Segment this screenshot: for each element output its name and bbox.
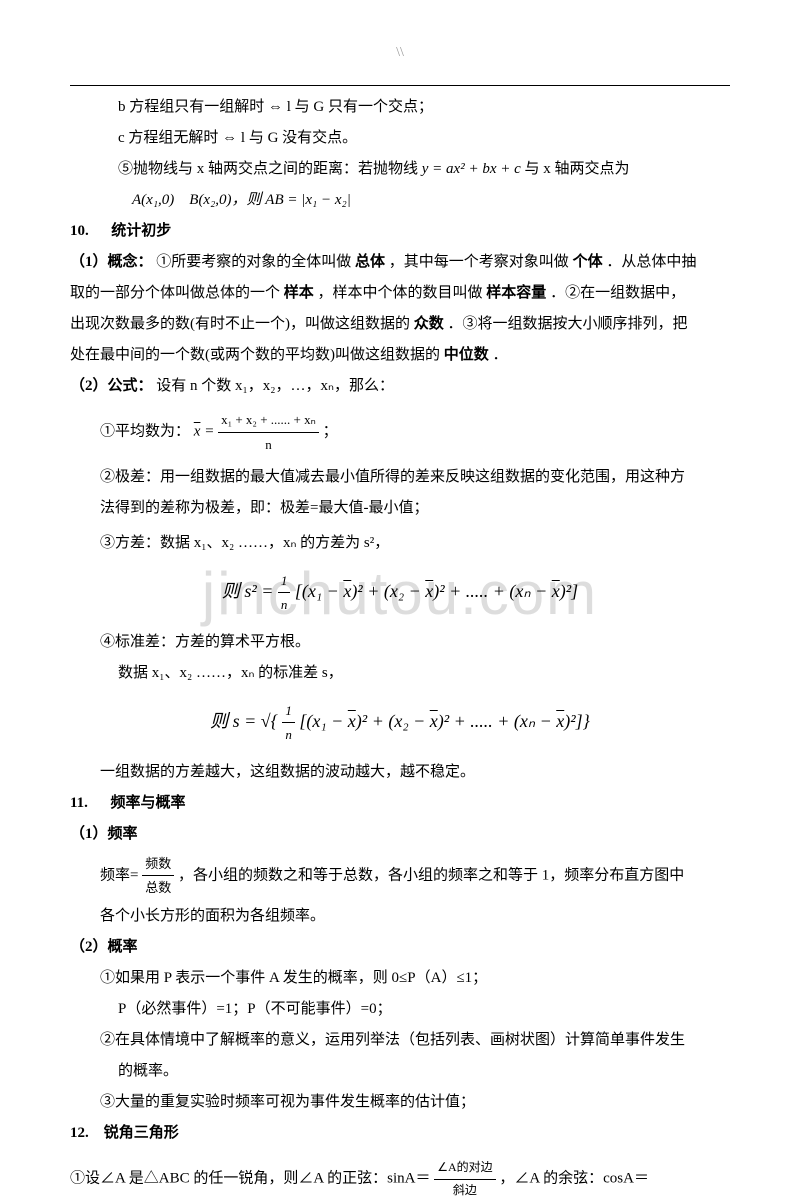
numerator: 1 bbox=[278, 569, 291, 593]
text-line: 处在最中间的一个数(或两个数的平均数)叫做这组数据的 中位数 ． bbox=[70, 342, 730, 369]
text-line: b 方程组只有一组解时 ⇔ l 与 G 只有一个交点； bbox=[70, 94, 730, 121]
text-line: 取的一部分个体叫做总体的一个 样本 ，样本中个体的数目叫做 样本容量 ．②在一组… bbox=[70, 280, 730, 307]
text: ．从总体中抽 bbox=[606, 254, 696, 270]
text-line: P（必然事件）=1；P（不可能事件）=0； bbox=[70, 996, 730, 1023]
text-line: A(x₁,0) B(x₂,0)，则 AB = |x₁ − x₂| bbox=[70, 187, 730, 214]
formula: A(x₁,0) B(x₂,0)，则 AB = |x₁ − x₂| bbox=[132, 192, 351, 208]
formula-display: 则 s = √{ 1 n [(x₁ − x)² + (x₂ − x)² + ..… bbox=[70, 699, 730, 747]
text-line: c 方程组无解时 ⇔ l 与 G 没有交点。 bbox=[70, 125, 730, 152]
text-line: ①设∠A 是△ABC 的任一锐角，则∠A 的正弦：sinA＝ ∠A的对边 斜边 … bbox=[70, 1157, 730, 1201]
header-rule bbox=[70, 85, 730, 86]
text-line: 出现次数最多的数(有时不止一个)，叫做这组数据的 众数 ．③将一组数据按大小顺序… bbox=[70, 311, 730, 338]
text: 出现次数最多的数(有时不止一个)，叫做这组数据的 bbox=[70, 316, 410, 332]
formula-text: [(x₁ − x)² + (x₂ − x)² + ..... + (xₙ − x… bbox=[299, 711, 589, 731]
denominator: n bbox=[282, 723, 295, 746]
section-number: 12. bbox=[70, 1125, 89, 1141]
document-content: b 方程组只有一组解时 ⇔ l 与 G 只有一个交点； c 方程组无解时 ⇔ l… bbox=[70, 94, 730, 1201]
text: ⑤抛物线与 x 轴两交点之间的距离：若抛物线 bbox=[118, 161, 422, 177]
formula-text: 则 s = √{ bbox=[210, 711, 278, 731]
text: ，∠A 的余弦：cosA＝ bbox=[499, 1171, 649, 1187]
text: ； bbox=[323, 424, 338, 440]
text: ①所要考察的对象的全体叫做 bbox=[156, 254, 351, 270]
text-line: 法得到的差称为极差，即：极差=最大值-最小值； bbox=[70, 495, 730, 522]
text-line: 各个小长方形的面积为各组频率。 bbox=[70, 903, 730, 930]
text-line: ②在具体情境中了解概率的意义，运用列举法（包括列表、画树状图）计算简单事件发生 bbox=[70, 1027, 730, 1054]
numerator: x₁ + x₂ + ...... + xₙ bbox=[218, 408, 319, 432]
fraction: 1 n bbox=[282, 699, 295, 747]
text: ①平均数为： bbox=[100, 424, 190, 440]
section-title: 统计初步 bbox=[111, 223, 171, 239]
sub-label: （2）概率 bbox=[70, 934, 730, 961]
formula-text: 则 s² = bbox=[222, 581, 278, 601]
section-heading: 11. 频率与概率 bbox=[70, 790, 730, 817]
text-line: ④标准差：方差的算术平方根。 bbox=[70, 629, 730, 656]
numerator: ∠A的对边 bbox=[434, 1157, 495, 1180]
text: ．③将一组数据按大小顺序排列，把 bbox=[448, 316, 688, 332]
formula-text: [(x₁ − x)² + (x₂ − x)² + ..... + (xₙ − x… bbox=[295, 581, 578, 601]
section-title: 频率与概率 bbox=[110, 795, 185, 811]
term: 样本 bbox=[284, 285, 314, 301]
formula-display: 则 s² = 1 n [(x₁ − x)² + (x₂ − x)² + ....… bbox=[70, 569, 730, 617]
term: 总体 bbox=[355, 254, 385, 270]
denominator: 斜边 bbox=[434, 1180, 495, 1202]
term: 众数 bbox=[414, 316, 444, 332]
sub-label: （2）公式： bbox=[70, 378, 153, 394]
xbar: x bbox=[194, 424, 201, 440]
term: 中位数 bbox=[444, 347, 489, 363]
numerator: 频数 bbox=[142, 852, 174, 876]
text: ．②在一组数据中， bbox=[550, 285, 685, 301]
denominator: n bbox=[278, 593, 291, 616]
denominator: n bbox=[218, 433, 319, 456]
text: 频率= bbox=[100, 867, 138, 883]
text-line: （1）概念： ①所要考察的对象的全体叫做 总体 ，其中每一个考察对象叫做 个体 … bbox=[70, 249, 730, 276]
fraction: 1 n bbox=[278, 569, 291, 617]
text-line: ⑤抛物线与 x 轴两交点之间的距离：若抛物线 y = ax² + bx + c … bbox=[70, 156, 730, 183]
text-line: （2）公式： 设有 n 个数 x₁，x₂，…，xₙ，那么： bbox=[70, 373, 730, 400]
fraction: ∠A的对边 斜边 bbox=[434, 1157, 495, 1201]
text-line: 频率= 频数 总数 ，各小组的频数之和等于总数，各小组的频率之和等于 1，频率分… bbox=[70, 852, 730, 900]
formula: y = ax² + bx + c bbox=[422, 161, 521, 177]
equals: = bbox=[204, 424, 218, 440]
term: 个体 bbox=[573, 254, 603, 270]
section-heading: 12. 锐角三角形 bbox=[70, 1120, 730, 1147]
sub-label: （1）概念： bbox=[70, 254, 153, 270]
text-line: ③大量的重复实验时频率可视为事件发生概率的估计值； bbox=[70, 1089, 730, 1116]
text: ①设∠A 是△ABC 的任一锐角，则∠A 的正弦：sinA＝ bbox=[70, 1171, 430, 1187]
text: ，样本中个体的数目叫做 bbox=[318, 285, 483, 301]
section-number: 10. bbox=[70, 223, 89, 239]
text: ． bbox=[493, 347, 508, 363]
header-marks: \\ bbox=[70, 40, 730, 65]
numerator: 1 bbox=[282, 699, 295, 723]
text: ，其中每一个考察对象叫做 bbox=[389, 254, 569, 270]
sub-label: （1）频率 bbox=[70, 821, 730, 848]
section-number: 11. bbox=[70, 795, 88, 811]
text: 取的一部分个体叫做总体的一个 bbox=[70, 285, 280, 301]
text: 设有 n 个数 x₁，x₂，…，xₙ，那么： bbox=[156, 378, 394, 394]
text-line: 数据 x₁、x₂ ……，xₙ 的标准差 s， bbox=[70, 660, 730, 687]
text-line: ①如果用 P 表示一个事件 A 发生的概率，则 0≤P（A）≤1； bbox=[70, 965, 730, 992]
text: 与 x 轴两交点为 bbox=[525, 161, 630, 177]
term: 样本容量 bbox=[486, 285, 546, 301]
fraction: x₁ + x₂ + ...... + xₙ n bbox=[218, 408, 319, 456]
fraction: 频数 总数 bbox=[142, 852, 174, 900]
text-line: ②极差：用一组数据的最大值减去最小值所得的差来反映这组数据的变化范围，用这种方 bbox=[70, 464, 730, 491]
text-line: ①平均数为： x = x₁ + x₂ + ...... + xₙ n ； bbox=[70, 408, 730, 456]
denominator: 总数 bbox=[142, 876, 174, 899]
section-heading: 10. 统计初步 bbox=[70, 218, 730, 245]
text-line: 的概率。 bbox=[70, 1058, 730, 1085]
text: 处在最中间的一个数(或两个数的平均数)叫做这组数据的 bbox=[70, 347, 440, 363]
text-line: 一组数据的方差越大，这组数据的波动越大，越不稳定。 bbox=[70, 759, 730, 786]
section-title: 锐角三角形 bbox=[104, 1125, 179, 1141]
text: ，各小组的频数之和等于总数，各小组的频率之和等于 1，频率分布直方图中 bbox=[178, 867, 684, 883]
text-line: ③方差：数据 x₁、x₂ ……，xₙ 的方差为 s²， bbox=[70, 530, 730, 557]
